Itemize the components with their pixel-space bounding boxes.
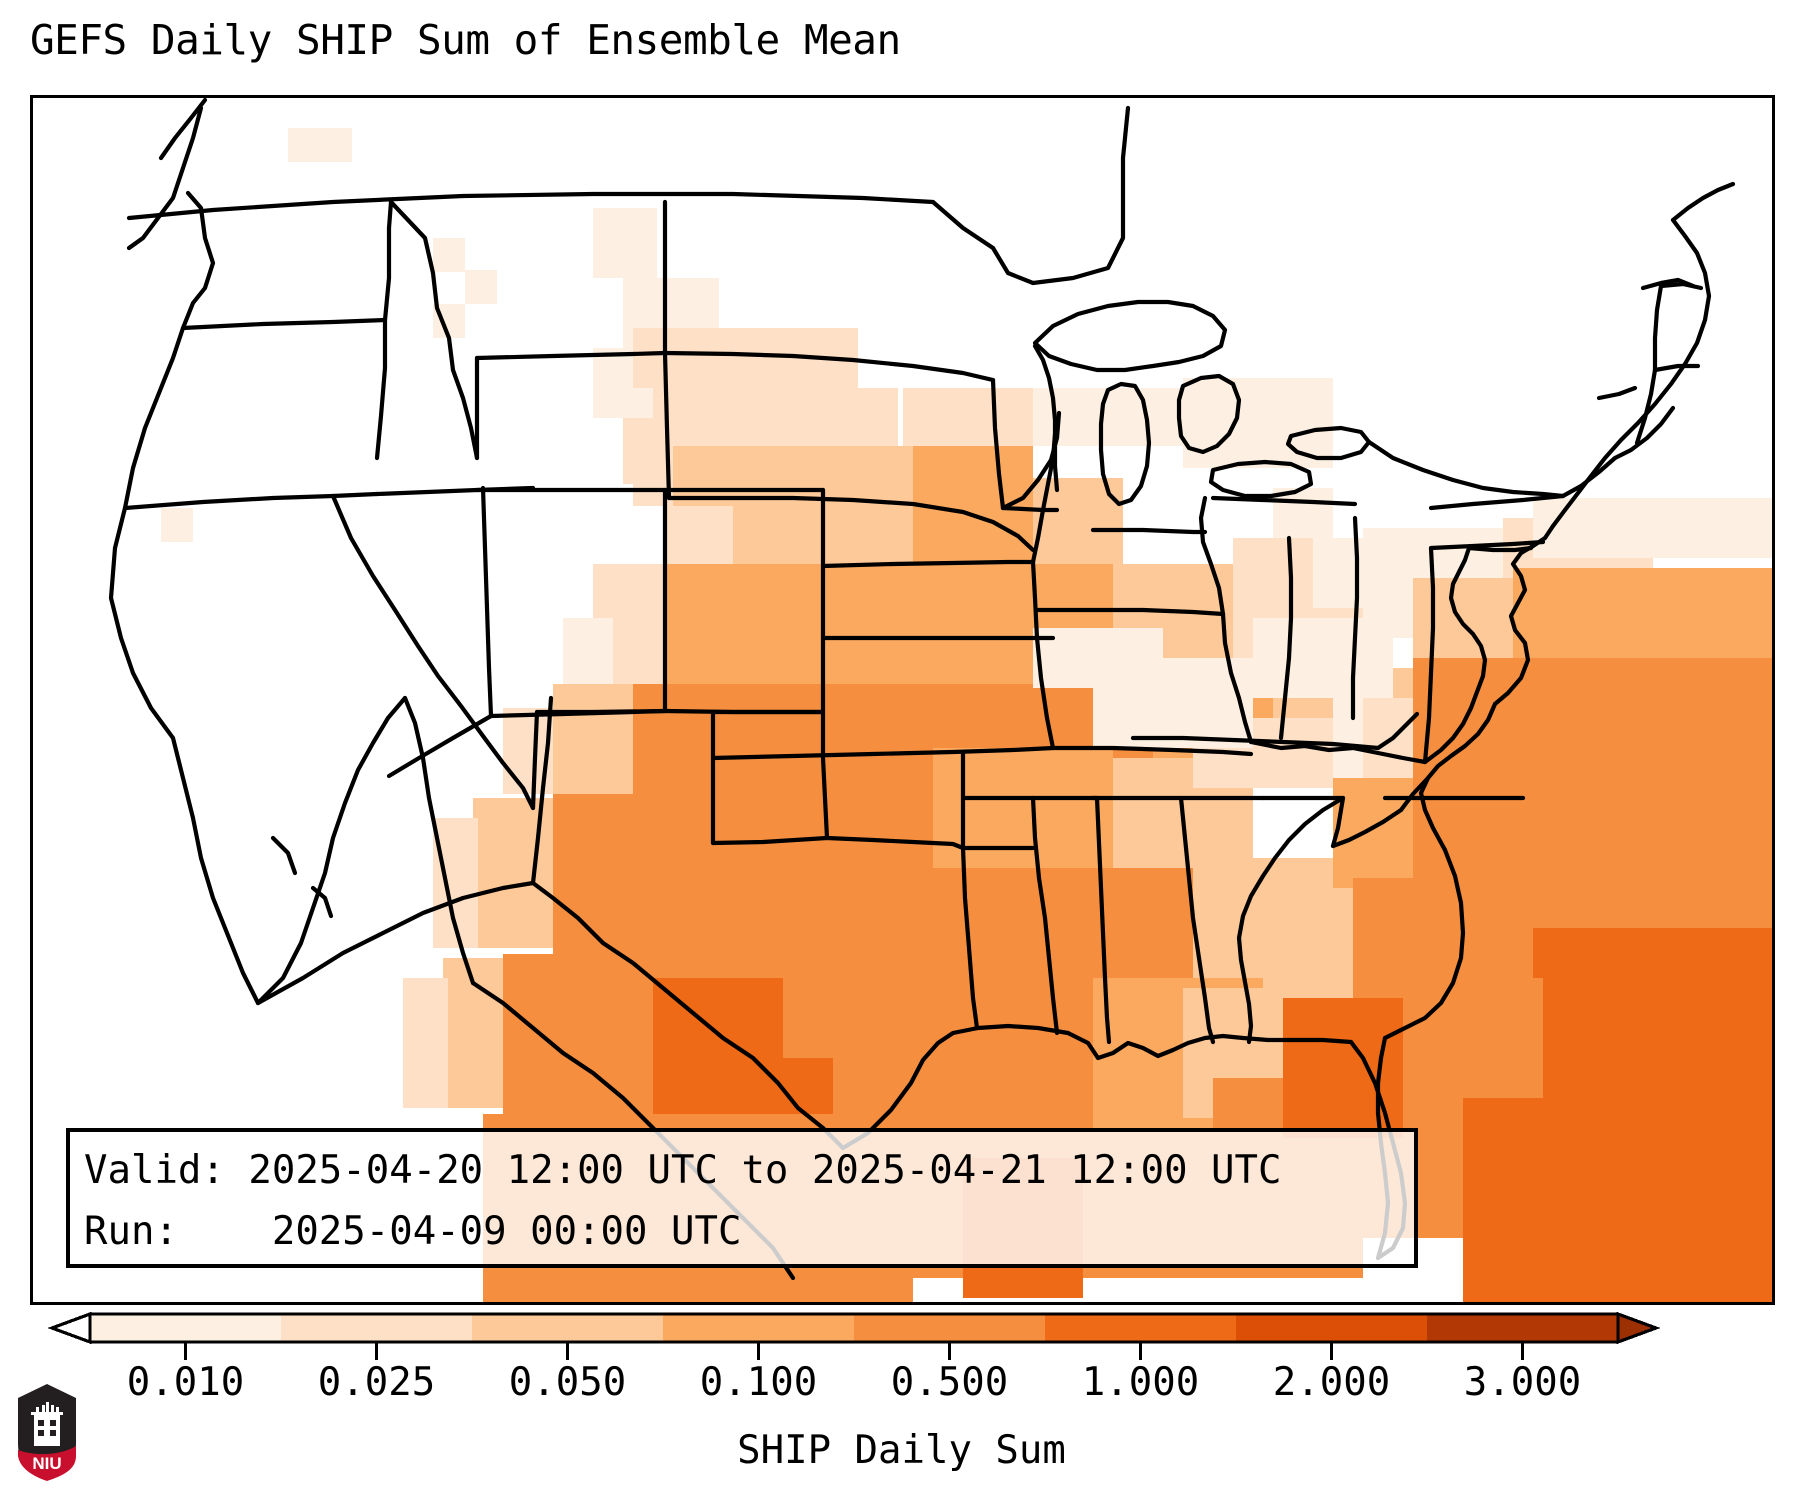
niu-banner — [18, 1446, 76, 1481]
map-geography-outlines — [108, 98, 1736, 1281]
colorbar-band — [472, 1314, 664, 1342]
colorbar-tick-label: 3.000 — [1463, 1360, 1582, 1405]
colorbar-band — [1427, 1314, 1619, 1342]
colorbar-tick-label: 0.050 — [508, 1360, 627, 1405]
colorbar-frame — [90, 1312, 1618, 1344]
colorbar-tick-labels: 0.010 0.025 0.050 0.100 0.500 1.000 2.000 3.000 — [0, 1360, 1803, 1420]
colorbar[interactable] — [0, 1308, 1803, 1368]
map-canvas: Valid: 2025-04-20 12:00 UTC to 2025-04-2… — [33, 98, 1772, 1302]
niu-logo-svg: NIU — [18, 1384, 76, 1481]
colorbar-band — [854, 1314, 1046, 1342]
colorbar-band — [1236, 1314, 1428, 1342]
colorbar-bands — [90, 1314, 1619, 1342]
colorbar-svg[interactable] — [0, 1308, 1803, 1368]
colorbar-band — [1045, 1314, 1237, 1342]
colorbar-tick-label: 0.025 — [317, 1360, 436, 1405]
colorbar-tick-label: 0.010 — [126, 1360, 245, 1405]
colorbar-band — [90, 1314, 282, 1342]
valid-time-line: Valid: 2025-04-20 12:00 UTC to 2025-04-2… — [84, 1148, 1282, 1193]
colorbar-tick-label: 2.000 — [1272, 1360, 1391, 1405]
colorbar-tick-label: 0.500 — [890, 1360, 1009, 1405]
map-plot — [108, 98, 1772, 1302]
niu-castle-windows — [38, 1420, 56, 1436]
page-title: GEFS Daily SHIP Sum of Ensemble Mean — [30, 16, 901, 64]
colorbar-axis-label: SHIP Daily Sum — [737, 1428, 1066, 1473]
colorbar-tick-label: 1.000 — [1081, 1360, 1200, 1405]
colorbar-outline — [90, 1312, 1618, 1344]
colorbar-extend-arrows — [47, 1311, 1661, 1345]
map-axes[interactable]: Valid: 2025-04-20 12:00 UTC to 2025-04-2… — [30, 95, 1775, 1305]
ship-shaded-field — [161, 128, 1772, 1302]
colorbar-band — [663, 1314, 855, 1342]
colorbar-band — [281, 1314, 473, 1342]
colorbar-tick-label: 0.100 — [699, 1360, 818, 1405]
colorbar-over-arrow — [1616, 1311, 1661, 1345]
colorbar-ticks — [183, 1342, 1525, 1360]
colorbar-under-arrow — [47, 1311, 92, 1345]
niu-wordmark: NIU — [32, 1454, 61, 1473]
forecast-info-box: Valid: 2025-04-20 12:00 UTC to 2025-04-2… — [66, 1128, 1418, 1268]
niu-logo: NIU — [14, 1382, 80, 1482]
run-time-line: Run: 2025-04-09 00:00 UTC — [84, 1209, 742, 1254]
